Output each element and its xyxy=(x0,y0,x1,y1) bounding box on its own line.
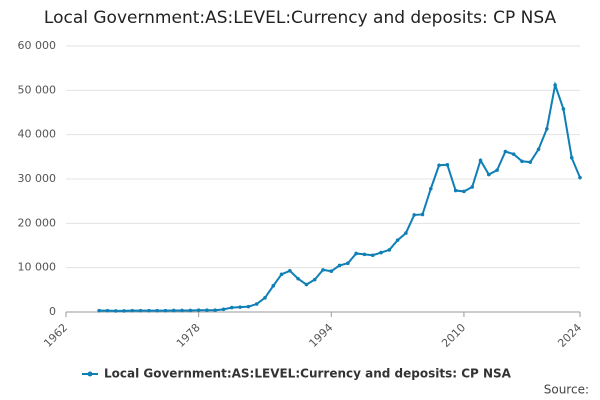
x-tick-label: 2010 xyxy=(439,321,468,350)
point xyxy=(254,302,259,306)
chart-title: Local Government:AS:LEVEL:Currency and d… xyxy=(44,8,557,28)
point xyxy=(478,158,483,163)
y-tick-label: 10 000 xyxy=(18,261,57,274)
legend-swatch-dot xyxy=(87,371,93,377)
y-tick-label: 30 000 xyxy=(18,172,57,185)
point xyxy=(520,159,524,164)
point xyxy=(337,263,342,268)
y-tick-label: 0 xyxy=(49,305,56,318)
point xyxy=(122,309,126,313)
point xyxy=(462,189,466,194)
legend-label: Local Government:AS:LEVEL:Currency and d… xyxy=(104,367,512,381)
point xyxy=(453,188,458,193)
point xyxy=(379,250,383,255)
point xyxy=(370,253,375,258)
point xyxy=(470,185,475,189)
x-tick-label: 1962 xyxy=(41,321,70,350)
x-tick-label: 2024 xyxy=(555,321,584,350)
point xyxy=(105,308,110,313)
point xyxy=(196,308,201,313)
point xyxy=(503,149,508,154)
point xyxy=(205,308,209,313)
point xyxy=(420,212,425,217)
point xyxy=(113,309,118,313)
y-tick-label: 40 000 xyxy=(18,128,57,141)
point xyxy=(321,268,325,272)
point xyxy=(238,305,242,309)
x-tick-label: 1994 xyxy=(307,321,336,350)
point xyxy=(445,163,450,167)
point xyxy=(561,107,566,111)
point xyxy=(578,175,582,180)
point xyxy=(346,261,350,266)
point xyxy=(163,308,168,313)
point xyxy=(97,308,101,313)
x-tick-label: 1978 xyxy=(174,321,203,350)
point xyxy=(279,272,284,277)
point xyxy=(387,248,392,252)
point xyxy=(213,308,218,313)
point xyxy=(147,308,151,313)
y-tick-label: 60 000 xyxy=(18,39,57,52)
point xyxy=(495,168,499,172)
point xyxy=(288,268,292,273)
point xyxy=(312,277,317,282)
point xyxy=(428,186,433,191)
point xyxy=(130,308,135,313)
point xyxy=(569,155,574,160)
point xyxy=(404,231,408,235)
point xyxy=(545,127,549,131)
series-line xyxy=(99,81,581,312)
point xyxy=(395,238,400,242)
point xyxy=(412,213,416,217)
point xyxy=(487,172,491,177)
point xyxy=(246,304,251,309)
point xyxy=(188,308,193,313)
y-tick-label: 20 000 xyxy=(18,216,57,229)
point xyxy=(304,282,309,287)
point xyxy=(437,163,441,168)
y-tick-label: 50 000 xyxy=(18,83,57,96)
point xyxy=(180,308,184,313)
point xyxy=(354,251,358,256)
point xyxy=(230,305,234,310)
point xyxy=(171,308,176,313)
point xyxy=(528,160,533,164)
point xyxy=(155,308,159,313)
point xyxy=(329,269,334,274)
source: Source: xyxy=(544,383,589,397)
point xyxy=(536,147,541,152)
point xyxy=(271,284,276,288)
point xyxy=(553,83,557,87)
point xyxy=(221,307,226,312)
point xyxy=(263,296,267,300)
point xyxy=(511,152,516,156)
point xyxy=(362,252,367,257)
point xyxy=(296,276,300,281)
point xyxy=(138,308,143,313)
